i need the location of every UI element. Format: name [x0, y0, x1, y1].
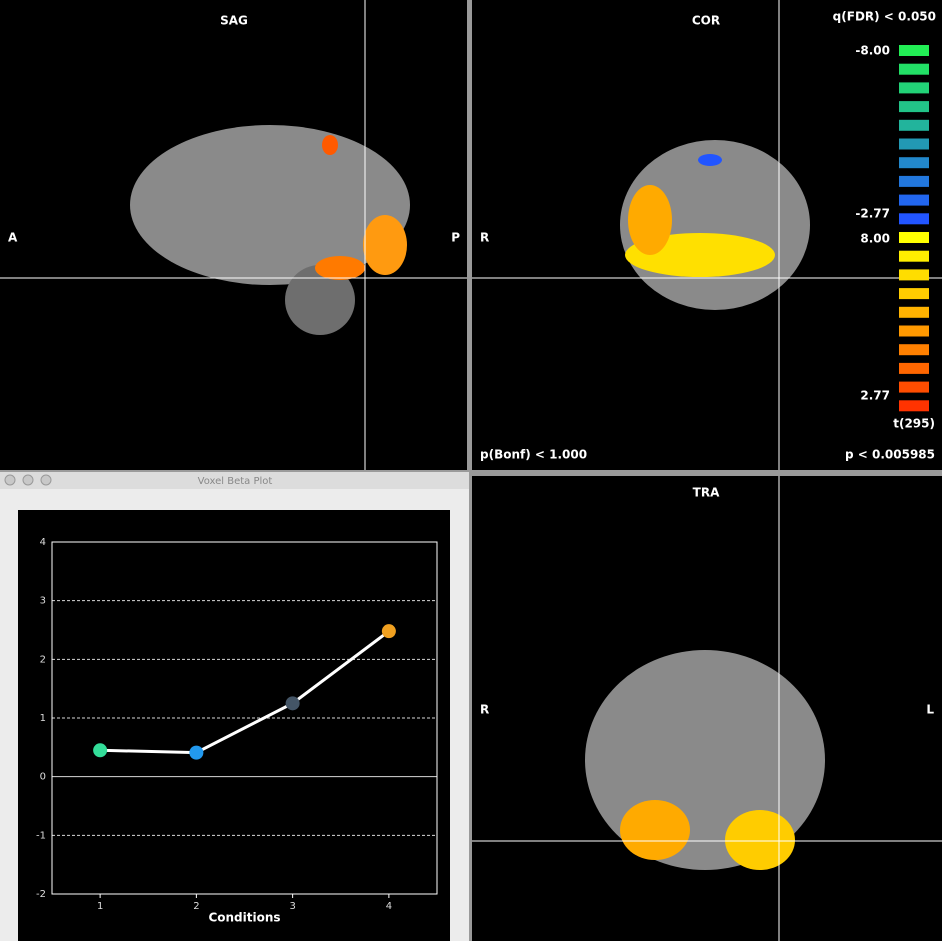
y-tick-label: 0: [40, 772, 46, 783]
colorbar-swatch: [899, 250, 929, 262]
stat-label: t(295): [893, 417, 935, 431]
orientation-label: R: [480, 703, 489, 717]
colorbar-swatch: [899, 63, 929, 75]
colorbar-swatch: [899, 306, 929, 318]
colorbar-swatch: [899, 344, 929, 356]
window-title: Voxel Beta Plot: [198, 476, 273, 487]
view-title: TRA: [693, 486, 720, 500]
y-tick-label: -2: [36, 889, 46, 900]
tra-view: TRA R L: [472, 476, 942, 941]
point: [189, 745, 204, 760]
point: [93, 743, 108, 758]
colorbar-swatch: [899, 362, 929, 374]
plot-window: Voxel Beta Plot: [0, 472, 469, 941]
colorbar-label: -2.77: [855, 207, 890, 221]
y-tick-label: 4: [40, 537, 46, 548]
x-tick-label: 1: [97, 901, 103, 912]
colorbar-swatch: [899, 269, 929, 281]
x-tick-label: 4: [386, 901, 392, 912]
colorbar-swatch: [899, 400, 929, 412]
orientation-label: P: [451, 231, 460, 245]
orientation-label: L: [926, 703, 934, 717]
point: [381, 624, 396, 639]
bonf-label: p(Bonf) < 1.000: [480, 448, 587, 462]
line: [100, 629, 390, 755]
y-tick-label: 1: [40, 713, 46, 724]
y-tick-label: 2: [40, 654, 46, 665]
window-button[interactable]: [4, 474, 16, 486]
colorbar-swatch: [899, 101, 929, 113]
colorbar-swatch: [899, 45, 929, 56]
threshold-label: q(FDR) < 0.050: [833, 10, 936, 24]
view-title: COR: [692, 14, 720, 28]
colorbar-swatch: [899, 175, 929, 187]
orientation-label: A: [8, 231, 18, 245]
colorbar-swatch: [899, 194, 929, 206]
colorbar-swatch: [899, 288, 929, 300]
colorbar-label: 8.00: [860, 232, 890, 246]
p-label: p < 0.005985: [845, 448, 935, 462]
colorbar-swatch: [899, 138, 929, 150]
x-tick-label: 3: [289, 901, 295, 912]
x-tick-label: 2: [193, 901, 199, 912]
colorbar-swatch: [899, 213, 929, 225]
window-button[interactable]: [40, 474, 52, 486]
colorbar-swatch: [899, 325, 929, 337]
colorbar-swatch: [899, 232, 929, 243]
y-tick-label: -1: [36, 830, 46, 841]
colorbar-label: -8.00: [855, 44, 890, 58]
colorbar-swatch: [899, 119, 929, 131]
colorbar-swatch: [899, 82, 929, 94]
cor-view: COR R: [472, 0, 942, 470]
y-tick-label: 3: [40, 596, 46, 607]
colorbar-swatch: [899, 157, 929, 169]
point: [285, 696, 300, 711]
colorbar-label: 2.77: [860, 389, 890, 403]
window-button[interactable]: [22, 474, 34, 486]
colorbar-swatch: [899, 381, 929, 393]
sag-view: SAG A P: [0, 0, 467, 470]
orientation-label: R: [480, 231, 489, 245]
x-axis-label: Conditions: [208, 911, 280, 925]
view-title: SAG: [220, 14, 248, 28]
